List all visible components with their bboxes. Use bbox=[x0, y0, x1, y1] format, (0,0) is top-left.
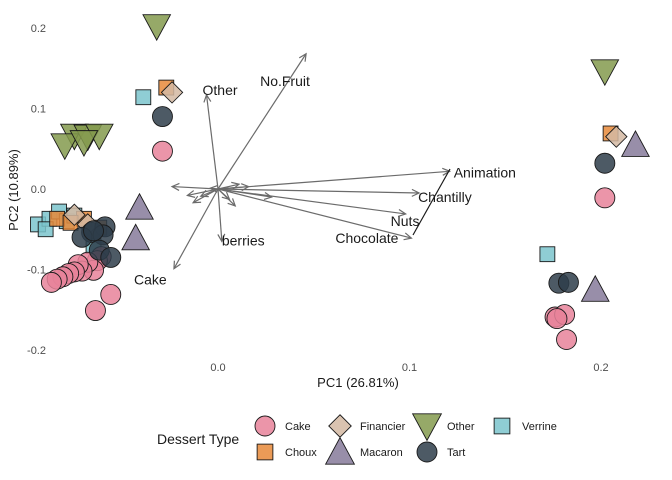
legend-item-cake: Cake bbox=[254, 415, 311, 437]
loadings-layer bbox=[170, 52, 452, 270]
legend-key-verrine bbox=[493, 417, 511, 435]
y-axis-title: PC2 (10.89%) bbox=[6, 149, 21, 231]
legend-key-choux bbox=[256, 443, 274, 461]
x-tick-label: 0.0 bbox=[210, 362, 225, 374]
loading-arrow-berries bbox=[217, 188, 226, 243]
legend-key-macaron bbox=[324, 436, 356, 465]
x-axis-title: PC1 (26.81%) bbox=[317, 375, 399, 390]
loading-arrow-no-fruit bbox=[217, 52, 307, 190]
legend-label: Cake bbox=[285, 421, 311, 433]
y-tick-label: -0.2 bbox=[27, 345, 46, 357]
point-other-0 bbox=[142, 14, 172, 42]
legend: Dessert Type Cake Choux Financier Macaron Ot… bbox=[157, 413, 557, 465]
point-cake-13 bbox=[84, 300, 106, 322]
legend-key-cake bbox=[254, 415, 276, 437]
minor-loading-arrow-0 bbox=[170, 182, 219, 191]
y-axis-ticks: -0.2 -0.1 0.0 0.1 0.2 bbox=[27, 23, 46, 357]
legend-item-financier: Financier bbox=[328, 414, 406, 438]
point-other-5 bbox=[69, 130, 99, 158]
point-other-6 bbox=[590, 59, 620, 87]
point-financier-1 bbox=[63, 203, 86, 227]
legend-label: Verrine bbox=[522, 421, 557, 433]
point-tart-7 bbox=[83, 220, 104, 242]
loading-arrow-nuts bbox=[217, 188, 408, 218]
legend-key-financier bbox=[328, 414, 352, 438]
point-cake-0 bbox=[152, 140, 173, 162]
point-tart-8 bbox=[594, 152, 616, 174]
loading-label: Chantilly bbox=[418, 189, 472, 205]
point-cake-11 bbox=[40, 271, 62, 293]
loading-label: Animation bbox=[454, 164, 516, 180]
point-verrine-8 bbox=[539, 246, 556, 263]
legend-item-verrine: Verrine bbox=[493, 417, 557, 435]
loading-arrow-animation bbox=[217, 167, 452, 190]
loading-arrow-other bbox=[203, 93, 219, 190]
point-verrine-0 bbox=[135, 89, 152, 106]
legend-key-other bbox=[411, 413, 443, 442]
legend-label: Tart bbox=[447, 447, 465, 459]
loading-arrow-chocolate bbox=[217, 188, 413, 241]
point-tart-10 bbox=[557, 271, 579, 293]
minor-loading-arrow-6 bbox=[217, 188, 231, 201]
legend-item-macaron: Macaron bbox=[324, 436, 403, 465]
point-cake-12 bbox=[100, 284, 122, 305]
points-layer bbox=[30, 14, 650, 350]
loading-label-leader bbox=[412, 168, 451, 236]
point-cake-18 bbox=[546, 308, 568, 330]
loading-label: Cake bbox=[134, 272, 167, 288]
legend-item-tart: Tart bbox=[416, 441, 465, 463]
point-financier-3 bbox=[605, 125, 628, 148]
point-choux-1 bbox=[49, 210, 66, 227]
loading-label: Chocolate bbox=[335, 230, 398, 246]
legend-key-tart bbox=[416, 441, 438, 463]
point-tart-6 bbox=[100, 246, 122, 268]
y-tick-label: 0.0 bbox=[31, 184, 46, 196]
loading-arrow-cake bbox=[173, 188, 219, 270]
point-cake-14 bbox=[594, 187, 616, 209]
y-tick-label: 0.1 bbox=[31, 104, 46, 116]
loading-arrow-chantilly bbox=[217, 188, 421, 197]
legend-item-other: Other bbox=[411, 413, 475, 442]
x-tick-label: 0.1 bbox=[402, 362, 417, 374]
loading-label: Nuts bbox=[391, 213, 420, 229]
minor-loading-arrow-9 bbox=[186, 188, 219, 198]
point-tart-0 bbox=[152, 106, 173, 128]
point-macaron-3 bbox=[580, 274, 610, 302]
point-financier-0 bbox=[160, 81, 184, 104]
loading-labels-layer: No.Fruit Other Animation Chantilly NutsChoco… bbox=[134, 73, 516, 288]
point-cake-17 bbox=[556, 329, 577, 350]
legend-label: Financier bbox=[360, 421, 406, 433]
point-macaron-0 bbox=[124, 192, 154, 220]
point-other-4 bbox=[50, 133, 80, 161]
legend-item-choux: Choux bbox=[256, 443, 317, 461]
x-tick-label: 0.2 bbox=[593, 362, 608, 374]
loading-label: No.Fruit bbox=[260, 73, 310, 89]
loading-label: berries bbox=[222, 232, 265, 248]
loading-label: Other bbox=[203, 82, 238, 98]
legend-label: Other bbox=[447, 421, 475, 433]
y-tick-label: 0.2 bbox=[31, 23, 46, 35]
legend-label: Choux bbox=[285, 447, 317, 459]
x-axis-ticks: 0.0 0.1 0.2 bbox=[210, 362, 608, 374]
legend-label: Macaron bbox=[360, 447, 403, 459]
legend-title: Dessert Type bbox=[157, 431, 239, 447]
point-macaron-2 bbox=[620, 130, 650, 157]
y-tick-label: -0.1 bbox=[27, 265, 46, 277]
point-macaron-1 bbox=[121, 223, 151, 251]
